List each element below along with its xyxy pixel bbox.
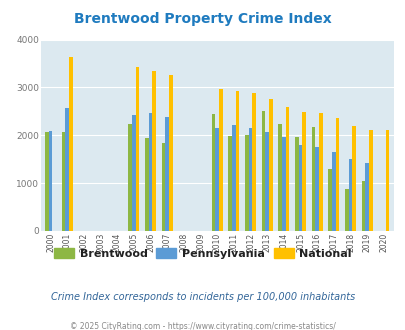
Bar [311,127,315,231]
Bar [318,113,322,231]
Bar [219,89,222,231]
Bar [245,135,248,231]
Bar [364,163,368,231]
Bar [45,132,49,231]
Bar [281,137,285,231]
Bar [352,126,355,231]
Bar [315,147,318,231]
Bar [135,67,139,231]
Bar [235,91,239,231]
Bar [285,107,289,231]
Bar [269,99,272,231]
Bar [165,117,168,231]
Bar [152,71,156,231]
Bar [65,108,69,231]
Bar [298,145,302,231]
Bar [385,130,388,231]
Bar [278,124,281,231]
Bar [294,137,298,231]
Bar [331,152,335,231]
Bar [335,117,339,231]
Bar [132,115,135,231]
Bar [261,111,265,231]
Bar [148,113,152,231]
Bar [232,125,235,231]
Text: Brentwood Property Crime Index: Brentwood Property Crime Index [74,12,331,25]
Bar [368,130,372,231]
Bar [161,143,165,231]
Bar [62,132,65,231]
Bar [128,124,132,231]
Bar [361,181,364,231]
Bar [49,131,52,231]
Bar [248,128,252,231]
Bar [302,112,305,231]
Bar [211,114,215,231]
Bar [145,138,148,231]
Bar [228,136,232,231]
Bar [252,93,256,231]
Bar [348,159,352,231]
Bar [69,57,72,231]
Legend: Brentwood, Pennsylvania, National: Brentwood, Pennsylvania, National [49,244,356,263]
Bar [215,128,219,231]
Text: © 2025 CityRating.com - https://www.cityrating.com/crime-statistics/: © 2025 CityRating.com - https://www.city… [70,322,335,330]
Bar [168,75,172,231]
Bar [344,189,348,231]
Bar [265,132,269,231]
Bar [328,169,331,231]
Text: Crime Index corresponds to incidents per 100,000 inhabitants: Crime Index corresponds to incidents per… [51,292,354,302]
